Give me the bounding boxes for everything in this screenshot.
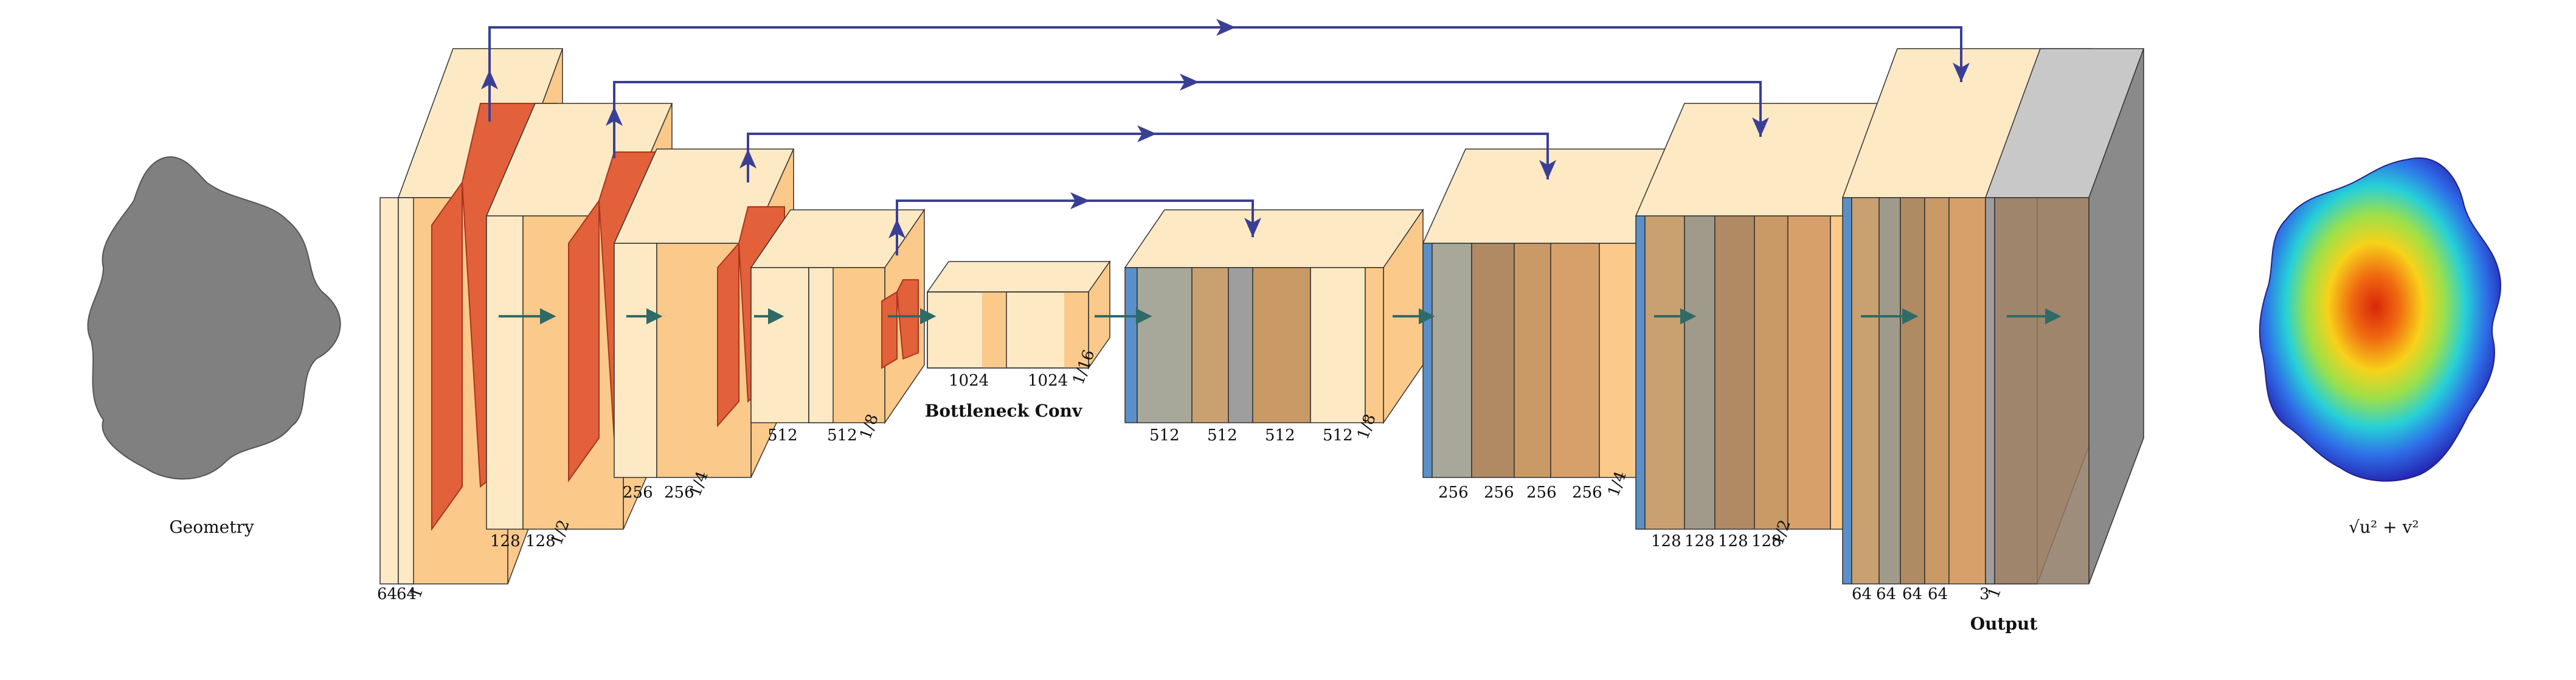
dec1-ch1: 64 [1852, 585, 1872, 603]
enc4-ch1: 512 [767, 426, 798, 445]
dec4-ch4: 512 [1323, 426, 1353, 445]
dec3-ch1: 256 [1438, 484, 1469, 502]
enc3-ch2: 256 [664, 484, 694, 502]
dec4-ch1: 512 [1149, 426, 1180, 445]
enc2-ch2: 128 [525, 532, 556, 550]
dec2-ch2: 128 [1684, 532, 1715, 550]
enc1-ch1: 64 [377, 585, 397, 603]
bottleneck-label: Bottleneck Conv [925, 401, 1082, 421]
dec1-ch3: 64 [1902, 585, 1922, 603]
geometry-caption: Geometry [169, 517, 254, 537]
dec3-ch2: 256 [1484, 484, 1514, 502]
bottleneck-block [926, 260, 1111, 370]
dec2-ch3: 128 [1718, 532, 1748, 550]
dec2-ch1: 128 [1651, 532, 1681, 550]
enc1-ch2: 64 [396, 585, 417, 603]
enc2-ch1: 128 [490, 532, 521, 550]
dec1-ch4: 64 [1928, 585, 1948, 603]
dec1-ch2: 64 [1876, 585, 1896, 603]
dec2-ch4: 128 [1751, 532, 1782, 550]
output-ch1: 3 [1979, 585, 1990, 603]
skip-arrowheads [481, 19, 1970, 238]
enc4-ch2: 512 [827, 426, 857, 445]
dec4-ch2: 512 [1207, 426, 1238, 445]
flow-arrows [499, 308, 2062, 325]
dec4-ch3: 512 [1265, 426, 1295, 445]
decoder-stage4 [1124, 208, 1424, 425]
bottleneck-ch2: 1024 [1028, 372, 1068, 390]
dec3-ch3: 256 [1526, 484, 1557, 502]
skip-connection-2 [613, 81, 1762, 158]
bottleneck-ch1: 1024 [949, 372, 989, 390]
output-field-caption: √u² + v² [2349, 517, 2418, 537]
skip-connection-3 [747, 133, 1549, 182]
geometry-shape [87, 156, 341, 480]
enc3-ch1: 256 [623, 484, 653, 502]
dec3-ch4: 256 [1572, 484, 1602, 502]
output-layer [1984, 48, 2145, 585]
output-field-shape [2259, 158, 2502, 482]
output-label: Output [1970, 614, 2038, 634]
